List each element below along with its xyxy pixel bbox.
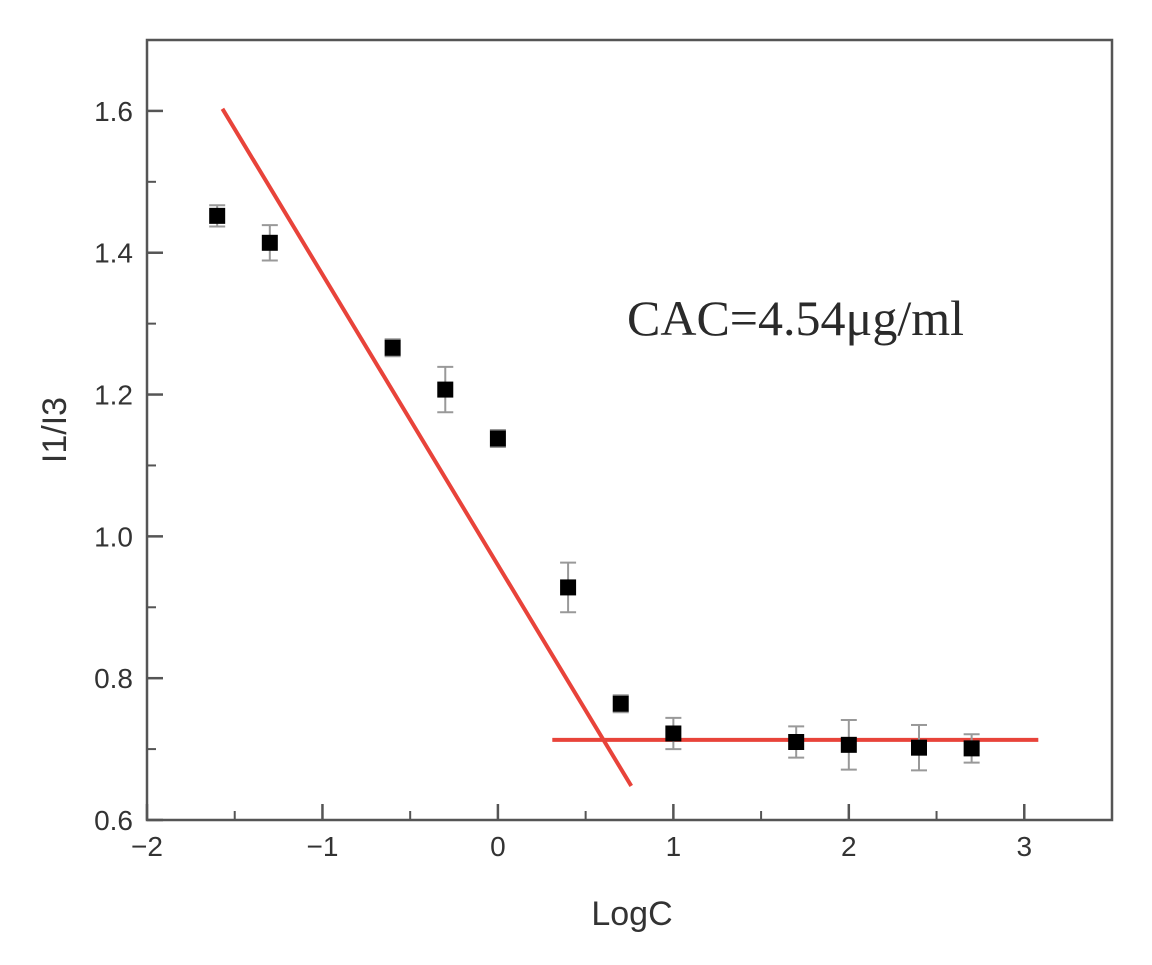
data-point <box>261 234 278 251</box>
x-tick-label: 2 <box>841 831 857 862</box>
data-point <box>665 725 682 742</box>
fit-line-descending <box>220 107 633 787</box>
data-point <box>489 430 506 447</box>
y-tick-label: 1.0 <box>94 521 133 552</box>
x-tick-label: 1 <box>666 831 682 862</box>
x-axis-ticks: −2 −1 0 1 2 3 <box>131 804 1032 862</box>
cac-annotation: CAC=4.54μg/ml <box>627 290 964 346</box>
y-tick-label: 0.8 <box>94 663 133 694</box>
data-points <box>209 207 980 757</box>
y-tick-label: 1.6 <box>94 96 133 127</box>
y-tick-label: 1.4 <box>94 238 133 269</box>
y-tick-label: 0.6 <box>94 805 133 836</box>
x-tick-label: 0 <box>490 831 506 862</box>
data-point <box>437 381 454 398</box>
data-point <box>788 734 805 750</box>
data-point <box>209 207 226 224</box>
x-axis-title: LogC <box>591 895 672 933</box>
y-axis-title: I1/I3 <box>36 397 74 463</box>
data-point <box>963 740 980 757</box>
plot-frame <box>145 38 1114 822</box>
x-tick-label: −1 <box>306 831 338 862</box>
data-point <box>840 736 857 753</box>
fit-lines <box>220 107 1039 787</box>
y-tick-label: 1.2 <box>94 380 133 411</box>
data-point <box>911 739 927 756</box>
data-point <box>612 695 629 712</box>
x-tick-label: −2 <box>131 831 163 862</box>
y-axis-ticks: 0.6 0.8 1.0 1.2 1.4 1.6 <box>94 96 163 836</box>
data-point <box>560 579 577 596</box>
x-tick-label: 3 <box>1016 831 1032 862</box>
data-point <box>384 339 401 356</box>
